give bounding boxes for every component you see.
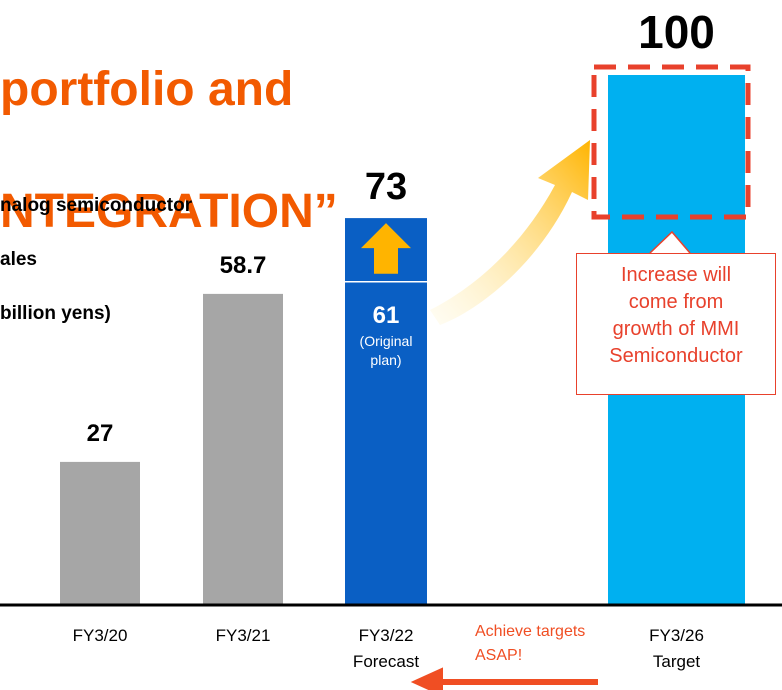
x-tick-label: FY3/20 <box>72 626 128 645</box>
data-label: 58.7 <box>219 251 267 279</box>
bar <box>345 218 427 605</box>
title: portfolio and NTEGRATION” <box>0 0 338 302</box>
bar <box>60 461 140 605</box>
x-tick-label: FY3/22 Forecast <box>352 626 420 671</box>
callout-pointer <box>649 230 691 254</box>
growth-arrow <box>430 140 590 325</box>
title-line: NTEGRATION” <box>0 185 338 238</box>
callout: Increase will come from growth of MMI Se… <box>576 253 776 395</box>
original-plan-label: (Original plan) <box>359 332 413 368</box>
y-label-line: nalog semiconductor <box>0 195 193 216</box>
title-line: portfolio and <box>0 63 294 116</box>
y-label-line: billion yens) <box>0 303 111 324</box>
y-label: nalog semiconductor ales billion yens) <box>0 165 192 354</box>
target-box <box>591 64 751 220</box>
asap-note: Achieve targets ASAP! <box>475 623 586 664</box>
up-arrow <box>361 223 411 274</box>
x-tick-label: FY3/26 Target <box>649 626 704 671</box>
x-tick-label: FY3/21 <box>215 626 271 645</box>
original-plan-value: 61 <box>372 301 400 329</box>
data-label: 27 <box>86 419 114 447</box>
left-arrow <box>410 667 598 690</box>
y-label-line: ales <box>0 249 37 270</box>
bar <box>203 293 283 605</box>
data-label: 73 <box>364 166 408 209</box>
data-label: 100 <box>638 6 715 58</box>
